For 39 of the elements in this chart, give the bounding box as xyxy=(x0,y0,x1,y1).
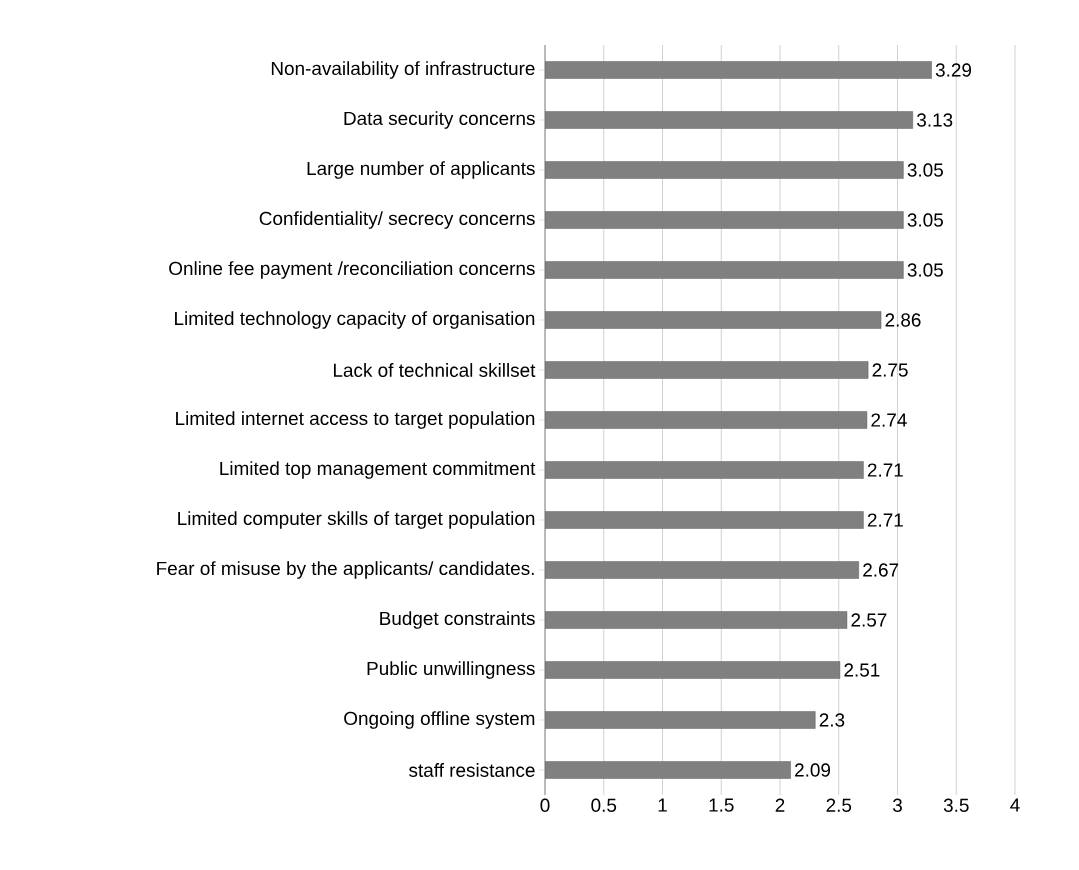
y-tick-label: Limited technology capacity of organisation xyxy=(175,311,535,329)
data-label: 3.05 xyxy=(907,213,943,227)
x-tick-label: 1 xyxy=(658,798,667,812)
data-label: 2.71 xyxy=(867,513,903,527)
y-tick-label: Ongoing offline system xyxy=(344,711,535,729)
data-label: 3.05 xyxy=(907,263,943,277)
x-tick-label: 3 xyxy=(892,798,902,812)
y-tick-label: Fear of misuse by the applicants/ candidates. xyxy=(157,561,534,579)
y-tick-label: Public unwillingness xyxy=(367,661,535,679)
y-tick-label: Large number of applicants xyxy=(307,161,535,179)
y-tick-label: Non-availability of infrastructure xyxy=(271,61,535,79)
x-tick-label: 0 xyxy=(540,798,550,812)
data-label: 3.13 xyxy=(917,113,953,127)
y-tick-label: Online fee payment /reconciliation concerns xyxy=(169,261,535,279)
y-tick-label: Limited internet access to target population xyxy=(176,411,535,429)
data-label: 3.05 xyxy=(907,163,943,177)
data-label: 3.29 xyxy=(935,63,972,77)
data-label: 2.86 xyxy=(885,313,921,327)
data-label: 2.67 xyxy=(863,563,899,577)
x-tick-label: 4 xyxy=(1010,798,1020,812)
x-tick-label: 1.5 xyxy=(709,798,734,812)
x-tick-label: 2.5 xyxy=(826,798,852,812)
y-tick-label: staff resistance xyxy=(409,763,535,777)
data-label: 2.3 xyxy=(819,713,845,727)
data-label: 2.75 xyxy=(872,363,908,377)
y-tick-label: Limited computer skills of target population xyxy=(178,511,535,529)
data-label: 2.71 xyxy=(867,463,903,477)
y-tick-label: Budget constraints xyxy=(380,611,535,629)
y-tick-label: Data security concerns xyxy=(344,111,535,129)
x-tick-label: 2 xyxy=(775,798,785,812)
y-tick-label: Limited top management commitment xyxy=(220,461,536,479)
data-label: 2.57 xyxy=(851,613,887,627)
x-tick-label: 3.5 xyxy=(943,798,969,812)
y-tick-label: Confidentiality/ secrecy concerns xyxy=(259,211,535,229)
x-tick-label: 0.5 xyxy=(591,798,617,812)
data-label: 2.09 xyxy=(795,763,831,777)
y-tick-label: Lack of technical skillset xyxy=(333,363,536,377)
data-label: 2.51 xyxy=(844,663,880,677)
data-label: 2.74 xyxy=(871,413,907,427)
